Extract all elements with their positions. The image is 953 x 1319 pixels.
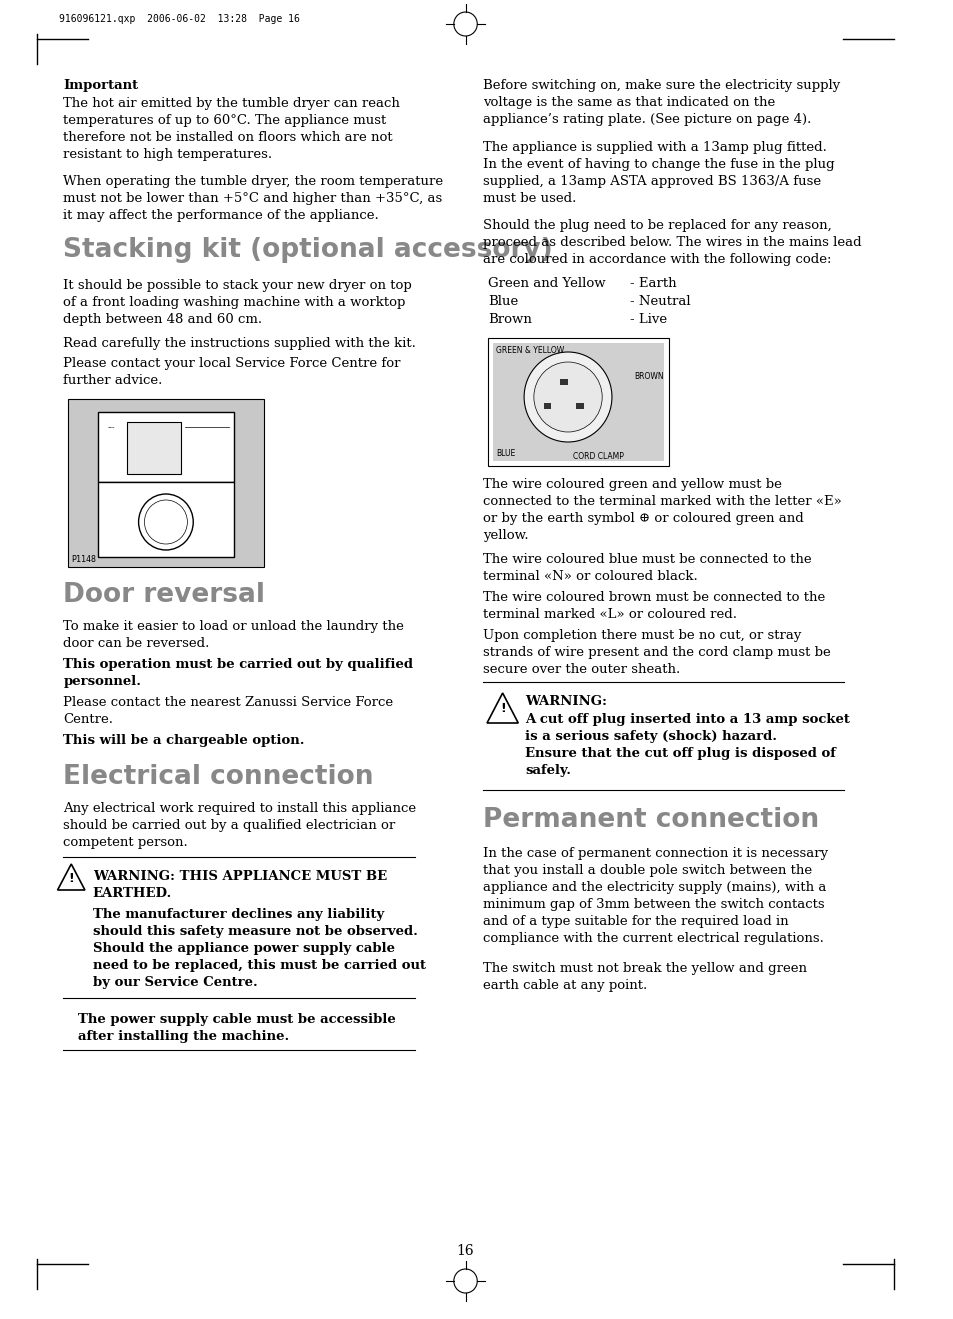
Text: WARNING:: WARNING:	[524, 695, 606, 708]
Text: The wire coloured blue must be connected to the
terminal «N» or coloured black.: The wire coloured blue must be connected…	[482, 553, 811, 583]
Bar	[97, 412, 234, 481]
Bar	[97, 481, 234, 557]
Text: Permanent connection: Permanent connection	[482, 807, 819, 834]
Text: The switch must not break the yellow and green
earth cable at any point.: The switch must not break the yellow and…	[482, 962, 806, 992]
Text: Please contact the nearest Zanussi Service Force
Centre.: Please contact the nearest Zanussi Servi…	[63, 696, 394, 725]
Text: Upon completion there must be no cut, or stray
strands of wire present and the c: Upon completion there must be no cut, or…	[482, 629, 830, 677]
Text: - Live: - Live	[629, 313, 666, 326]
Text: !: !	[69, 872, 74, 885]
Text: Read carefully the instructions supplied with the kit.: Read carefully the instructions supplied…	[63, 336, 416, 350]
Text: Should the plug need to be replaced for any reason,
proceed as described below. : Should the plug need to be replaced for …	[482, 219, 861, 266]
Text: A cut off plug inserted into a 13 amp socket
is a serious safety (shock) hazard.: A cut off plug inserted into a 13 amp so…	[524, 714, 849, 777]
Text: The appliance is supplied with a 13amp plug fitted.
In the event of having to ch: The appliance is supplied with a 13amp p…	[482, 141, 834, 204]
Text: Brown: Brown	[488, 313, 532, 326]
Bar	[488, 338, 668, 466]
Text: Please contact your local Service Force Centre for
further advice.: Please contact your local Service Force …	[63, 357, 400, 386]
Text: Before switching on, make sure the electricity supply
voltage is the same as tha: Before switching on, make sure the elect…	[482, 79, 840, 127]
Text: The power supply cable must be accessible
after installing the machine.: The power supply cable must be accessibl…	[78, 1013, 395, 1043]
Text: The hot air emitted by the tumble dryer can reach
temperatures of up to 60°C. Th: The hot air emitted by the tumble dryer …	[63, 98, 400, 161]
Circle shape	[534, 361, 601, 433]
Text: !: !	[499, 703, 505, 715]
Text: Green and Yellow: Green and Yellow	[488, 277, 605, 290]
Text: BROWN: BROWN	[634, 372, 663, 381]
Text: - Earth: - Earth	[629, 277, 676, 290]
Text: When operating the tumble dryer, the room temperature
must not be lower than +5°: When operating the tumble dryer, the roo…	[63, 175, 443, 222]
Text: Any electrical work required to install this appliance
should be carried out by : Any electrical work required to install …	[63, 802, 416, 849]
Text: 916096121.qxp  2006-06-02  13:28  Page 16: 916096121.qxp 2006-06-02 13:28 Page 16	[58, 15, 299, 24]
Text: In the case of permanent connection it is necessary
that you install a double po: In the case of permanent connection it i…	[482, 847, 827, 944]
Bar	[576, 404, 583, 409]
Text: The wire coloured green and yellow must be
connected to the terminal marked with: The wire coloured green and yellow must …	[482, 477, 841, 542]
Text: It should be possible to stack your new dryer on top
of a front loading washing : It should be possible to stack your new …	[63, 280, 412, 326]
Bar	[559, 379, 567, 385]
Text: Important: Important	[63, 79, 138, 92]
Text: CORD CLAMP: CORD CLAMP	[573, 452, 623, 462]
Text: Door reversal: Door reversal	[63, 582, 265, 608]
Text: Stacking kit (optional accessory): Stacking kit (optional accessory)	[63, 237, 553, 262]
Text: Electrical connection: Electrical connection	[63, 764, 374, 790]
Text: ---: ---	[108, 423, 114, 430]
Text: Blue: Blue	[488, 295, 517, 309]
Text: The manufacturer declines any liability
should this safety measure not be observ: The manufacturer declines any liability …	[92, 907, 425, 989]
Bar	[69, 400, 263, 567]
Circle shape	[523, 352, 611, 442]
Text: This operation must be carried out by qualified
personnel.: This operation must be carried out by qu…	[63, 658, 413, 689]
Text: P1148: P1148	[71, 555, 96, 565]
Text: The wire coloured brown must be connected to the
terminal marked «L» or coloured: The wire coloured brown must be connecte…	[482, 591, 824, 621]
Text: 16: 16	[456, 1244, 474, 1258]
Bar	[493, 343, 663, 462]
Text: - Neutral: - Neutral	[629, 295, 689, 309]
Text: BLUE: BLUE	[496, 448, 515, 458]
Text: WARNING: THIS APPLIANCE MUST BE
EARTHED.: WARNING: THIS APPLIANCE MUST BE EARTHED.	[92, 871, 386, 900]
Bar	[127, 422, 180, 474]
Bar	[543, 404, 551, 409]
Text: GREEN & YELLOW: GREEN & YELLOW	[496, 346, 563, 355]
Text: This will be a chargeable option.: This will be a chargeable option.	[63, 733, 305, 747]
Text: To make it easier to load or unload the laundry the
door can be reversed.: To make it easier to load or unload the …	[63, 620, 404, 650]
